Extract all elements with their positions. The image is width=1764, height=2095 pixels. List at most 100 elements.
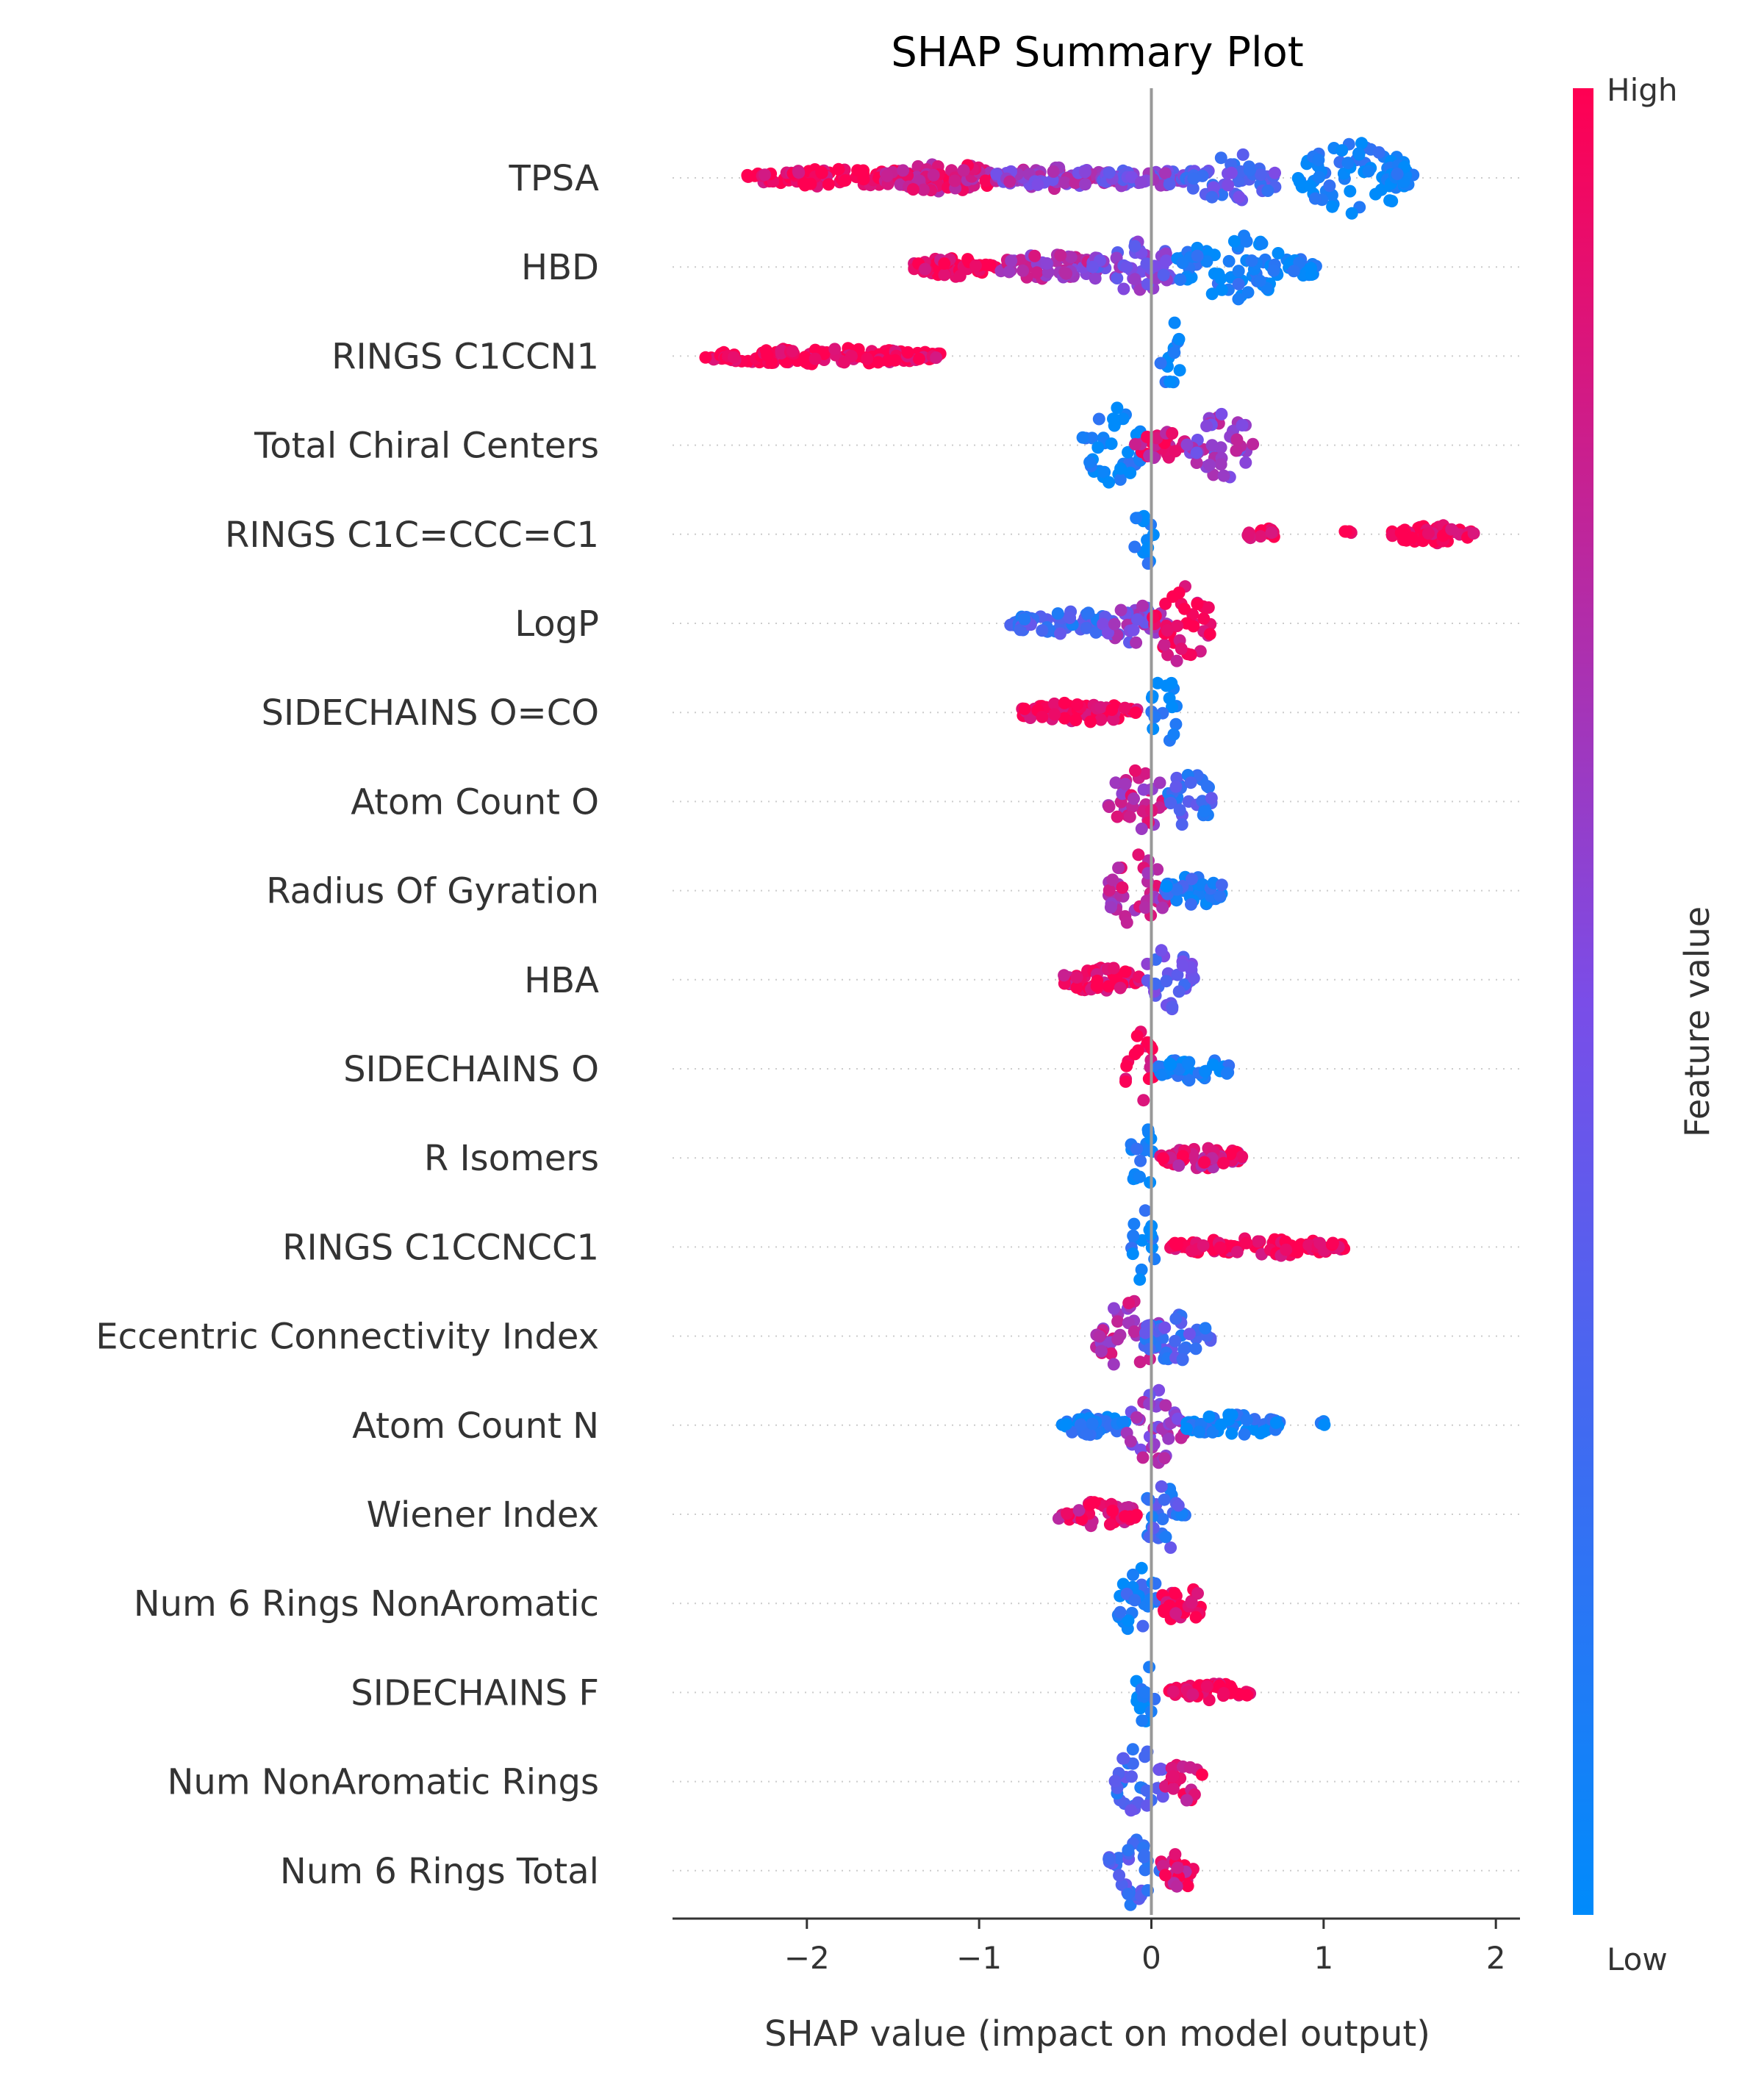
shap-point [1158,1321,1172,1334]
shap-point [1143,1661,1156,1674]
shap-point [1344,185,1357,198]
shap-point [1143,1342,1156,1356]
shap-point [1169,1334,1182,1347]
shap-point [1178,602,1191,615]
x-tick-label: 0 [1141,1940,1161,1976]
shap-point [1171,620,1184,632]
shap-point [1115,1878,1128,1891]
shap-point [1200,255,1213,268]
shap-point [1339,525,1352,538]
shap-point [1135,1263,1148,1276]
shap-point [1161,648,1175,662]
shap-point [1003,265,1016,279]
shap-point [1253,274,1266,287]
shap-point [1058,969,1071,982]
shap-point [1133,1273,1147,1286]
shap-point [1107,713,1120,726]
shap-point [906,183,919,196]
shap-point [1200,420,1213,432]
shap-point [1107,412,1119,426]
shap-point [1158,167,1172,180]
feature-label-total-chiral-centers: Total Chiral Centers [254,426,599,467]
shap-point [1154,357,1167,370]
shap-point [1122,1614,1135,1627]
shap-point [1109,776,1122,789]
shap-point [1241,529,1255,542]
shap-point [1083,456,1097,469]
shap-point [1421,527,1435,540]
shap-point [1200,1680,1213,1693]
shap-point [1205,792,1218,805]
colorbar-low-label: Low [1607,1941,1668,1977]
shap-point [1185,1245,1198,1258]
shap-point [1169,780,1183,793]
shap-point [969,259,982,272]
shap-point [1255,168,1268,181]
shap-point [1445,523,1458,536]
shap-point [1139,1686,1152,1699]
shap-point [1189,1611,1202,1624]
shap-point [1166,1000,1179,1014]
shap-point [1206,1425,1219,1439]
shap-point [1125,1804,1138,1817]
shap-point [1176,257,1189,269]
shap-point [1169,1312,1183,1325]
shap-point [1116,412,1130,426]
shap-point [1129,437,1141,451]
shap-point [1202,1410,1216,1423]
shap-point [1054,248,1067,262]
shap-point [1040,257,1053,270]
shap-point [1193,1425,1205,1439]
shap-point [1081,606,1094,620]
shap-point [1036,624,1049,637]
shap-point [1240,1414,1253,1427]
shap-point [1252,1235,1264,1248]
shap-point [1227,234,1241,248]
shap-point [1112,862,1125,875]
shap-point [957,164,970,177]
shap-point [1102,801,1116,813]
shap-point [1107,961,1120,975]
shap-point [1164,1541,1177,1554]
shap-point [1061,1507,1074,1520]
shap-point [1136,1451,1150,1464]
shap-point [1134,176,1147,189]
shap-point [1054,627,1066,640]
shap-point [1127,1568,1139,1581]
shap-point [1122,1888,1135,1901]
shap-point [1187,620,1200,633]
shap-point [1089,626,1102,639]
shap-point [872,356,885,369]
shap-point [1254,530,1267,543]
shap-point [1213,889,1227,903]
shap-point [1157,1152,1170,1165]
shap-point [1102,626,1114,639]
shap-point [1313,1236,1327,1250]
feature-label-sidechains-o-co: SIDECHAINS O=CO [262,692,599,734]
shap-point [1168,316,1181,329]
shap-point [1160,975,1173,988]
shap-point [1143,449,1156,462]
shap-point [1255,237,1269,250]
feature-label-sidechains-f: SIDECHAINS F [351,1672,599,1713]
shap-point [1119,965,1132,978]
shap-point [1318,1418,1331,1431]
shap-point [1018,702,1031,715]
shap-point [1130,428,1143,441]
shap-point [1136,1714,1149,1727]
shap-point [1155,1068,1169,1081]
shap-point [1345,207,1358,220]
shap-point [1119,778,1132,791]
shap-point [1152,1383,1166,1397]
shap-point [1247,437,1260,451]
shap-point [1135,1561,1148,1575]
shap-point [948,174,961,187]
shap-point [1071,698,1084,711]
feature-label-num-6-rings-nonaromatic: Num 6 Rings NonAromatic [134,1583,599,1625]
shap-point [1175,642,1188,656]
shap-point [1168,346,1181,359]
shap-point [1060,267,1073,280]
shap-point [1172,985,1186,998]
shap-point [815,166,828,179]
shap-point [1326,1236,1339,1250]
